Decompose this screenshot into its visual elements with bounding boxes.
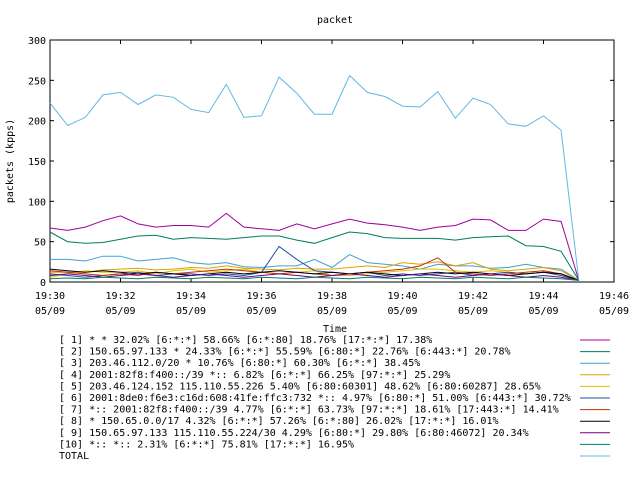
x-tick-label-time: 19:30	[35, 291, 65, 302]
x-tick-label-date: 05/09	[246, 306, 276, 317]
legend-label: [ 5] 203.46.124.152 115.110.55.226 5.40%…	[59, 381, 541, 392]
legend-label: TOTAL	[59, 451, 89, 462]
series-line-4	[50, 261, 580, 281]
y-tick-label: 150	[28, 157, 46, 168]
x-tick-label-time: 19:46	[599, 291, 629, 302]
x-tick-label-time: 19:44	[528, 291, 558, 302]
series-line-2	[49, 231, 580, 281]
legend-label: [ 8] * 150.65.0.0/17 4.32% [6:*:*] 57.26…	[59, 416, 499, 427]
y-tick-label: 50	[34, 238, 46, 249]
x-tick-label-date: 05/09	[387, 306, 417, 317]
series-line-6	[49, 245, 579, 281]
y-tick-label: 0	[40, 278, 46, 289]
series-line-10	[49, 276, 579, 281]
x-tick-label-date: 05/09	[599, 306, 629, 317]
x-tick-label-date: 05/09	[35, 306, 65, 317]
legend-label: [ 1] * * 32.02% [6:*:*] 58.66% [6:*:80] …	[59, 335, 432, 346]
x-tick-label-date: 05/09	[317, 306, 347, 317]
series-line-11	[49, 74, 580, 281]
x-tick-label-time: 19:42	[458, 291, 488, 302]
x-tick-label-time: 19:38	[317, 291, 347, 302]
legend-label: [ 6] 2001:8de0:f6e3:c16d:608:41fe:ffc3:7…	[59, 393, 571, 404]
x-tick-label-time: 19:34	[176, 291, 206, 302]
y-tick-label: 100	[28, 197, 46, 208]
chart-title: packet	[317, 15, 353, 26]
series-line-3	[50, 254, 580, 281]
x-tick-label-date: 05/09	[176, 306, 206, 317]
y-tick-label: 200	[28, 117, 46, 128]
legend-label: [10] *:: *:: 2.31% [6:*:*] 75.81% [17:*:…	[59, 439, 354, 450]
x-tick-label-time: 19:40	[387, 291, 417, 302]
legend-label: [ 9] 150.65.97.133 115.110.55.224/30 4.2…	[59, 428, 529, 439]
y-axis-label: packets (kpps)	[5, 119, 16, 203]
x-tick-label-date: 05/09	[458, 306, 488, 317]
x-tick-label-date: 05/09	[105, 306, 135, 317]
x-tick-label-date: 05/09	[528, 306, 558, 317]
x-tick-label-time: 19:32	[105, 291, 135, 302]
y-tick-label: 250	[28, 76, 46, 87]
legend-label: [ 3] 203.46.112.0/20 * 10.76% [6:80:*] 6…	[59, 358, 420, 369]
legend-label: [ 7] *:: 2001:82f8:f400::/39 4.77% [6:*:…	[59, 405, 559, 416]
legend-label: [ 2] 150.65.97.133 * 24.33% [6:*:*] 55.5…	[59, 347, 511, 358]
x-axis-label: Time	[323, 324, 347, 335]
x-tick-label-time: 19:36	[246, 291, 276, 302]
legend-label: [ 4] 2001:82f8:f400::/39 *:: 6.82% [6:*:…	[59, 370, 450, 381]
series-line-1	[49, 212, 580, 281]
y-tick-label: 300	[28, 36, 46, 47]
